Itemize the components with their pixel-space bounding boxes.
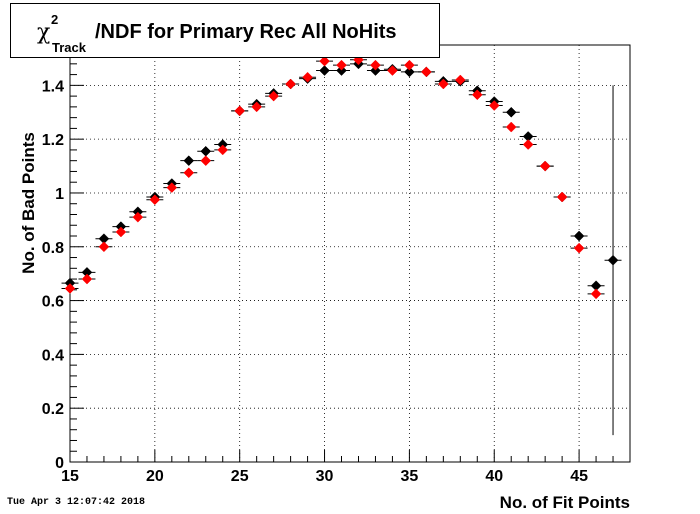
data-point-red [387, 65, 398, 76]
x-tick-label: 20 [146, 468, 164, 485]
x-tick-label: 25 [231, 468, 249, 485]
data-point-red [132, 211, 144, 223]
data-point-red [471, 89, 483, 101]
y-tick-label: 0 [55, 455, 64, 472]
data-point-red [268, 90, 279, 102]
data-point-red [421, 66, 432, 78]
data-point-black [505, 106, 517, 118]
chi-symbol: χ [37, 20, 51, 45]
data-point-red [539, 160, 551, 172]
data-point-red [454, 74, 466, 86]
y-tick-label: 0.4 [42, 347, 64, 364]
chart-title: /NDF for Primary Rec All NoHits [95, 21, 397, 43]
data-point-red [217, 144, 229, 156]
x-tick-label: 45 [570, 468, 588, 485]
data-point-black [370, 65, 381, 76]
y-tick-label: 1.2 [42, 132, 64, 149]
data-point-red [81, 273, 93, 285]
data-point-black [607, 254, 619, 266]
title-box: χ 2 Track /NDF for Primary Rec All NoHit… [10, 3, 440, 58]
data-point-black [573, 230, 585, 242]
y-tick-label: 1.4 [42, 78, 64, 95]
data-point-black [336, 65, 347, 76]
data-point-red [370, 59, 381, 71]
data-point-red [115, 226, 127, 238]
data-point-red [166, 182, 178, 193]
y-tick-label: 1 [55, 186, 64, 203]
x-tick-label: 35 [400, 468, 418, 485]
data-point-black [404, 66, 415, 78]
x-tick-label: 30 [316, 468, 334, 485]
chi-subscript: Track [52, 40, 86, 55]
data-point-red [200, 155, 212, 167]
data-point-red [64, 283, 76, 294]
data-point-red [590, 288, 602, 300]
data-point-red [488, 100, 500, 111]
data-point-red [319, 55, 330, 67]
data-point-red [183, 167, 195, 179]
data-point-black [319, 65, 330, 76]
data-point-red [404, 59, 415, 71]
data-point-red [302, 71, 313, 83]
x-tick-label: 15 [61, 468, 79, 485]
x-axis-label: No. of Fit Points [499, 493, 630, 512]
data-point-red [98, 241, 110, 253]
y-tick-label: 0.6 [42, 294, 64, 311]
data-point-red [437, 78, 449, 90]
y-axis-label: No. of Bad Points [19, 132, 38, 274]
data-point-red [336, 59, 347, 71]
data-point-red [234, 105, 246, 117]
y-tick-label: 0.8 [42, 240, 64, 257]
y-tick-label: 0.2 [42, 401, 64, 418]
data-point-red [251, 101, 263, 113]
data-point-red [505, 121, 517, 133]
timestamp: Tue Apr 3 12:07:42 2018 [7, 497, 146, 508]
data-point-red [149, 194, 161, 206]
data-point-red [573, 242, 585, 254]
data-point-red [556, 191, 568, 203]
data-point-red [285, 78, 296, 90]
plot-frame [69, 44, 631, 463]
data-point-black [183, 155, 195, 167]
data-point-red [522, 139, 534, 150]
chi-superscript: 2 [51, 12, 59, 27]
x-tick-label: 40 [485, 468, 503, 485]
